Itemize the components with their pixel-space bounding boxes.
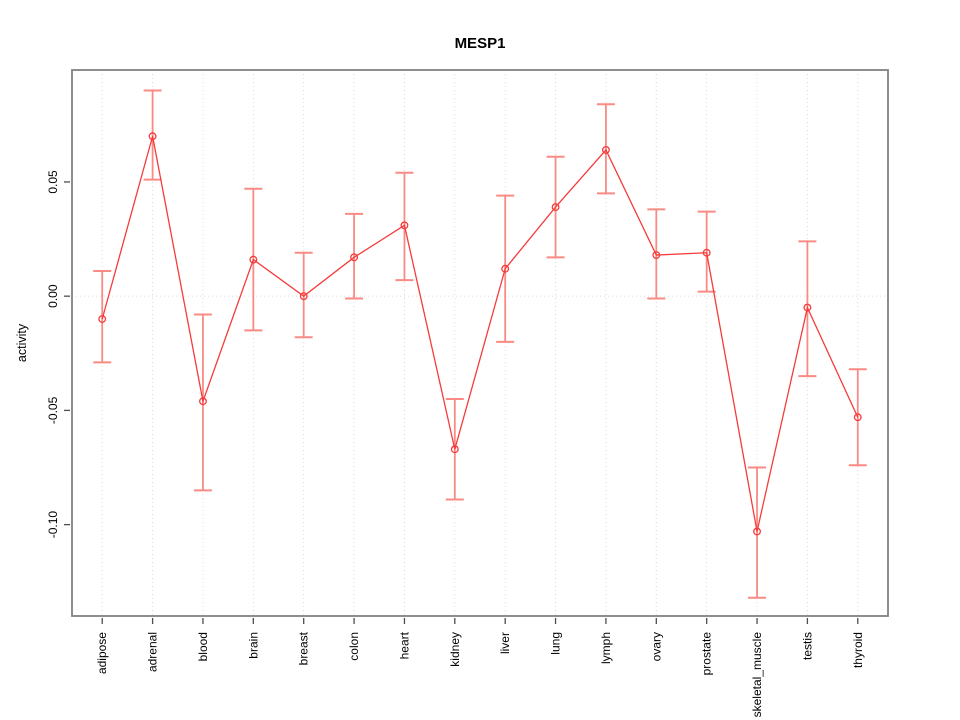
series-polyline — [101, 136, 859, 532]
x-tick-label-heart: heart — [397, 631, 411, 659]
y-axis-title: activity — [15, 323, 29, 362]
plot-border — [71, 69, 889, 617]
x-tick-label-thyroid: thyroid — [851, 632, 865, 668]
data-point-kidney — [450, 445, 459, 454]
series-line-layer — [101, 136, 859, 532]
x-tick-label-breast: breast — [297, 631, 311, 665]
chart-title: MESP1 — [455, 35, 506, 52]
x-tick-label-prostate: prostate — [700, 632, 714, 676]
y-tick-label--0.05: -0.05 — [46, 396, 60, 424]
x-tick-label-adrenal: adrenal — [146, 632, 160, 672]
data-point-adrenal — [148, 132, 157, 141]
grid-layer — [72, 70, 888, 616]
x-tick-label-adipose: adipose — [95, 632, 109, 674]
x-tick-label-blood: blood — [196, 632, 210, 661]
error-bars-layer — [93, 89, 867, 599]
data-point-skeletal_muscle — [753, 527, 761, 536]
data-point-colon — [350, 253, 359, 262]
x-tick-label-kidney: kidney — [448, 632, 462, 667]
x-tick-label-lymph: lymph — [599, 632, 613, 664]
data-point-lung — [551, 203, 560, 212]
x-tick-label-lung: lung — [549, 632, 563, 655]
data-point-liver — [501, 264, 510, 273]
x-tick-label-ovary: ovary — [649, 632, 663, 661]
data-point-brain — [249, 255, 258, 264]
data-point-ovary — [652, 251, 661, 259]
data-point-breast — [299, 292, 308, 301]
data-point-blood — [199, 397, 207, 406]
y-tick-label--0.10: -0.10 — [46, 511, 60, 539]
data-point-prostate — [702, 248, 711, 257]
data-point-testis — [803, 303, 812, 312]
data-point-adipose — [98, 315, 107, 323]
y-tick-label-0.05: 0.05 — [46, 170, 60, 194]
axes-layer: adipose adrenal blood brain breast colon heart… — [46, 170, 865, 717]
data-point-lymph — [601, 146, 610, 154]
data-point-thyroid — [853, 413, 862, 422]
x-tick-label-testis: testis — [800, 632, 814, 660]
x-tick-label-colon: colon — [347, 632, 361, 661]
x-tick-label-skeletal_muscle: skeletal_muscle — [750, 632, 764, 718]
x-tick-label-brain: brain — [246, 632, 260, 659]
x-tick-label-liver: liver — [498, 632, 512, 654]
data-points-layer — [98, 132, 862, 536]
data-point-heart — [400, 221, 409, 230]
y-tick-label-0.00: 0.00 — [46, 284, 60, 308]
